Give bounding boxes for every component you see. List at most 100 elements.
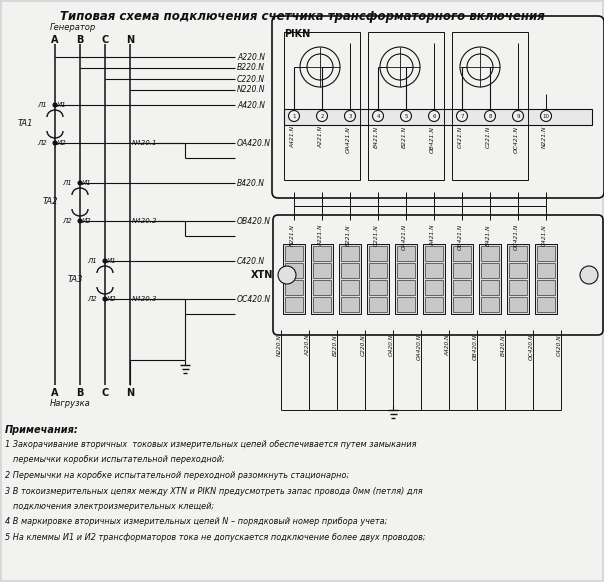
Circle shape xyxy=(278,266,296,284)
Bar xyxy=(425,246,443,261)
Bar xyxy=(395,244,417,314)
Bar xyxy=(451,244,473,314)
Text: Л1: Л1 xyxy=(62,180,72,186)
Text: И2: И2 xyxy=(82,218,92,224)
Text: N220.N: N220.N xyxy=(237,86,266,94)
Text: Примечания:: Примечания: xyxy=(5,425,79,435)
Bar xyxy=(425,297,443,312)
Text: Л2: Л2 xyxy=(62,218,72,224)
Text: 10: 10 xyxy=(542,113,550,119)
Bar xyxy=(313,246,331,261)
Text: И1: И1 xyxy=(57,102,67,108)
Bar xyxy=(284,109,592,125)
Circle shape xyxy=(513,111,524,122)
Bar xyxy=(284,32,360,180)
Bar xyxy=(535,244,557,314)
Text: OC421.N: OC421.N xyxy=(514,224,519,250)
Bar xyxy=(311,244,333,314)
Circle shape xyxy=(78,181,82,185)
Bar xyxy=(341,246,359,261)
Bar xyxy=(397,297,415,312)
Bar xyxy=(313,263,331,278)
Circle shape xyxy=(289,111,300,122)
Text: И1: И1 xyxy=(82,180,92,186)
Bar xyxy=(481,263,499,278)
Text: 4: 4 xyxy=(376,113,380,119)
Text: A421.N: A421.N xyxy=(290,126,295,148)
Bar xyxy=(285,280,303,295)
Circle shape xyxy=(78,219,82,223)
Bar xyxy=(285,246,303,261)
Bar xyxy=(313,280,331,295)
Text: N: N xyxy=(126,388,134,398)
Bar xyxy=(453,280,471,295)
Text: подключения электроизмерительных клещей;: подключения электроизмерительных клещей; xyxy=(13,502,214,511)
Text: Л2: Л2 xyxy=(37,140,47,146)
Text: B220.N: B220.N xyxy=(333,334,338,356)
Bar xyxy=(369,246,387,261)
Bar xyxy=(479,244,501,314)
Text: 6: 6 xyxy=(432,113,435,119)
Text: A: A xyxy=(51,388,59,398)
Bar xyxy=(537,246,555,261)
Bar xyxy=(537,280,555,295)
Circle shape xyxy=(53,141,57,145)
Text: OB420.N: OB420.N xyxy=(237,217,271,225)
Circle shape xyxy=(344,111,356,122)
Text: Л1: Л1 xyxy=(87,258,97,264)
Text: 7: 7 xyxy=(460,113,464,119)
Text: N: N xyxy=(126,35,134,45)
Text: перемычки коробки испытательной переходной;: перемычки коробки испытательной переходн… xyxy=(13,456,225,464)
Text: 1 Закорачивание вторичных  токовых измерительных цепей обеспечивается путем замы: 1 Закорачивание вторичных токовых измери… xyxy=(5,440,417,449)
Text: A221.N: A221.N xyxy=(318,126,323,148)
Bar xyxy=(313,297,331,312)
Bar xyxy=(425,263,443,278)
Text: OA421.N: OA421.N xyxy=(346,126,351,153)
Bar xyxy=(369,263,387,278)
Text: 2 Перемычки на коробке испытательной переходной разомкнуть стационарно;: 2 Перемычки на коробке испытательной пер… xyxy=(5,471,349,480)
Text: OB421.N: OB421.N xyxy=(458,224,463,250)
Text: И2: И2 xyxy=(107,296,117,302)
Bar xyxy=(341,263,359,278)
Text: C221.N: C221.N xyxy=(486,126,491,148)
Text: XTN: XTN xyxy=(251,270,273,280)
Text: Генератор: Генератор xyxy=(50,23,96,33)
Text: A220.N: A220.N xyxy=(305,334,310,356)
Text: OC420.N: OC420.N xyxy=(529,334,534,360)
Text: C: C xyxy=(101,388,109,398)
Text: B220.N: B220.N xyxy=(237,63,265,73)
Text: N420.2: N420.2 xyxy=(132,218,158,224)
Bar xyxy=(425,280,443,295)
Text: 5: 5 xyxy=(404,113,408,119)
FancyBboxPatch shape xyxy=(272,16,604,198)
Text: A420.N: A420.N xyxy=(237,101,265,109)
Text: OB421.N: OB421.N xyxy=(430,126,435,153)
Text: N420.1: N420.1 xyxy=(132,140,158,146)
Text: 2: 2 xyxy=(320,113,324,119)
Text: B221.N: B221.N xyxy=(402,126,407,148)
Bar xyxy=(283,244,305,314)
Text: OA420.N: OA420.N xyxy=(417,334,422,360)
Text: A421.N: A421.N xyxy=(430,224,435,246)
FancyBboxPatch shape xyxy=(273,215,603,335)
Text: OA421.N: OA421.N xyxy=(402,224,407,250)
Text: B221.N: B221.N xyxy=(346,224,351,246)
Text: O420.N: O420.N xyxy=(389,334,394,356)
Bar xyxy=(367,244,389,314)
Circle shape xyxy=(103,259,107,263)
Bar xyxy=(397,263,415,278)
Text: Л1: Л1 xyxy=(37,102,47,108)
Text: 8: 8 xyxy=(488,113,492,119)
Bar xyxy=(453,246,471,261)
Bar xyxy=(285,263,303,278)
Text: A: A xyxy=(51,35,59,45)
Text: B421.N: B421.N xyxy=(486,224,491,246)
Text: C420.N: C420.N xyxy=(557,334,562,356)
Bar xyxy=(341,297,359,312)
Text: И1: И1 xyxy=(107,258,117,264)
Circle shape xyxy=(400,111,411,122)
Bar xyxy=(453,297,471,312)
Bar xyxy=(481,280,499,295)
Text: C421.N: C421.N xyxy=(458,126,463,148)
Bar xyxy=(397,246,415,261)
